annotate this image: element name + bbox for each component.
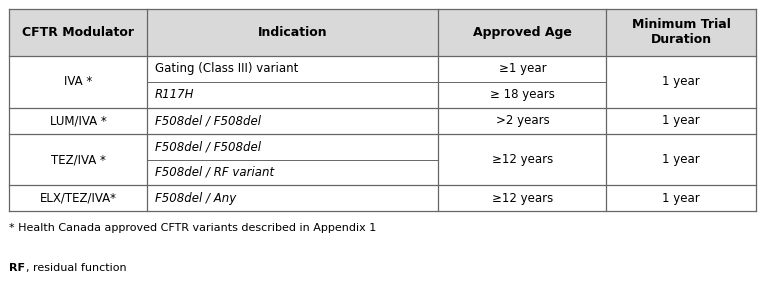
Text: RF: RF [9, 263, 25, 273]
Text: >2 years: >2 years [496, 114, 549, 127]
Text: F508del / Any: F508del / Any [155, 192, 236, 205]
Text: Minimum Trial
Duration: Minimum Trial Duration [632, 18, 731, 47]
Text: IVA *: IVA * [64, 75, 93, 88]
Text: ≥ 18 years: ≥ 18 years [490, 88, 555, 101]
Text: ≥12 years: ≥12 years [492, 192, 553, 205]
Text: * Health Canada approved CFTR variants described in Appendix 1: * Health Canada approved CFTR variants d… [9, 223, 376, 233]
Text: ELX/TEZ/IVA*: ELX/TEZ/IVA* [40, 192, 117, 205]
Text: ≥12 years: ≥12 years [492, 153, 553, 166]
Text: , residual function: , residual function [26, 263, 127, 273]
Text: 1 year: 1 year [662, 153, 700, 166]
Text: Gating (Class III) variant: Gating (Class III) variant [155, 62, 298, 75]
Text: CFTR Modulator: CFTR Modulator [22, 26, 134, 39]
Text: Indication: Indication [258, 26, 327, 39]
Text: TEZ/IVA *: TEZ/IVA * [50, 153, 106, 166]
Text: ≥1 year: ≥1 year [499, 62, 546, 75]
Bar [9, 9, 756, 56]
Text: 1 year: 1 year [662, 75, 700, 88]
Text: Approved Age: Approved Age [473, 26, 572, 39]
Text: R117H: R117H [155, 88, 194, 101]
Text: 1 year: 1 year [662, 192, 700, 205]
Text: F508del / F508del: F508del / F508del [155, 140, 261, 153]
Text: F508del / RF variant: F508del / RF variant [155, 166, 274, 179]
Text: 1 year: 1 year [662, 114, 700, 127]
Text: LUM/IVA *: LUM/IVA * [50, 114, 106, 127]
Text: F508del / F508del: F508del / F508del [155, 114, 261, 127]
